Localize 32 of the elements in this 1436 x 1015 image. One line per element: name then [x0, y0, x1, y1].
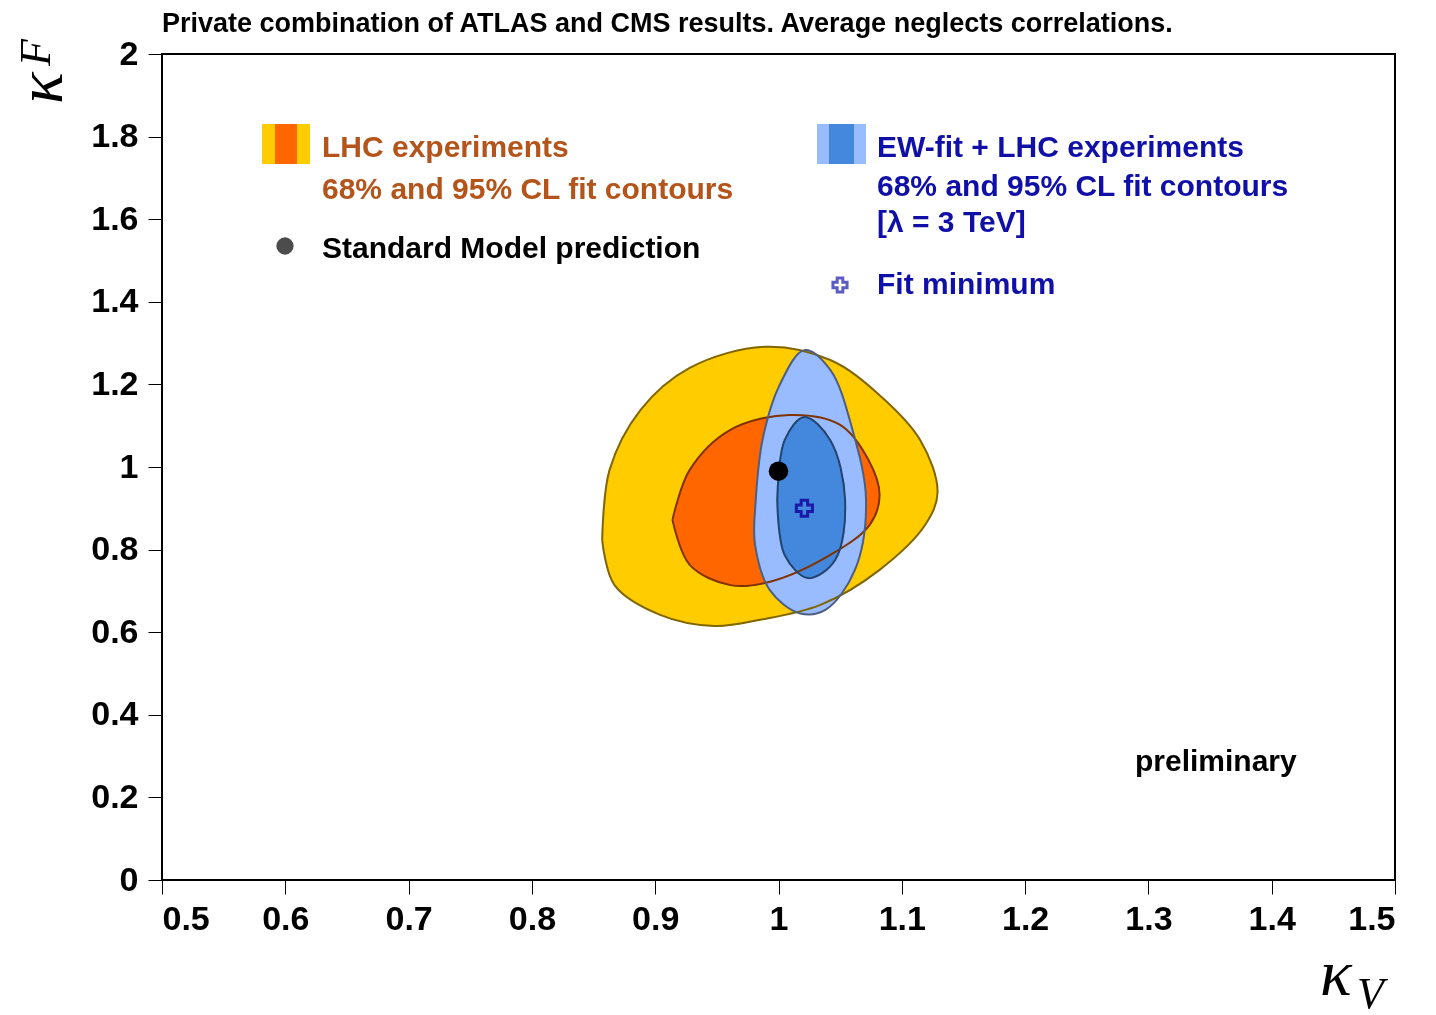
annotation: 68% and 95% CL fit contours — [322, 172, 734, 205]
y-tick-label: 1.2 — [91, 363, 139, 402]
y-tick-label: 0.4 — [91, 694, 139, 733]
x-tick-label: 0.8 — [508, 898, 557, 937]
y-tick-label: 0.2 — [91, 776, 139, 815]
x-tick-label: 1.2 — [1001, 898, 1050, 937]
x-tick-label: 0.6 — [262, 898, 310, 937]
y-tick-label: 1 — [119, 446, 139, 485]
x-tick-label: 1.4 — [1248, 898, 1296, 937]
chart-title: Private combination of ATLAS and CMS results. Average neglects correlations. — [162, 8, 1173, 38]
y-tick-label: 1.8 — [91, 116, 139, 155]
x-tick-label: 0.5 — [162, 898, 210, 937]
y-axis-title: κF — [3, 38, 76, 104]
annotation: preliminary — [1135, 744, 1298, 777]
y-tick-label: 0.6 — [91, 611, 139, 650]
y-tick-label: 1.4 — [91, 281, 139, 320]
legend-label: Standard Model prediction — [322, 231, 701, 264]
y-tick-label: 0 — [119, 859, 139, 898]
x-tick-label: 1.1 — [878, 898, 926, 937]
annotation: [λ = 3 TeV] — [877, 205, 1026, 238]
annotation: 68% and 95% CL fit contours — [877, 169, 1289, 202]
x-tick-label: 1.5 — [1348, 898, 1396, 937]
y-tick-label: 2 — [119, 33, 139, 72]
y-tick-label: 0.8 — [91, 529, 139, 568]
x-tick-label: 1.3 — [1125, 898, 1173, 937]
legend-label: Fit minimum — [877, 267, 1056, 300]
y-tick-label: 1.6 — [91, 198, 139, 237]
x-tick-label: 0.9 — [632, 898, 680, 937]
x-tick-label: 0.7 — [385, 898, 433, 937]
x-tick-label: 1 — [769, 898, 789, 937]
legend-label: EW-fit + LHC experiments — [877, 130, 1244, 163]
legend-label: LHC experiments — [322, 130, 569, 163]
